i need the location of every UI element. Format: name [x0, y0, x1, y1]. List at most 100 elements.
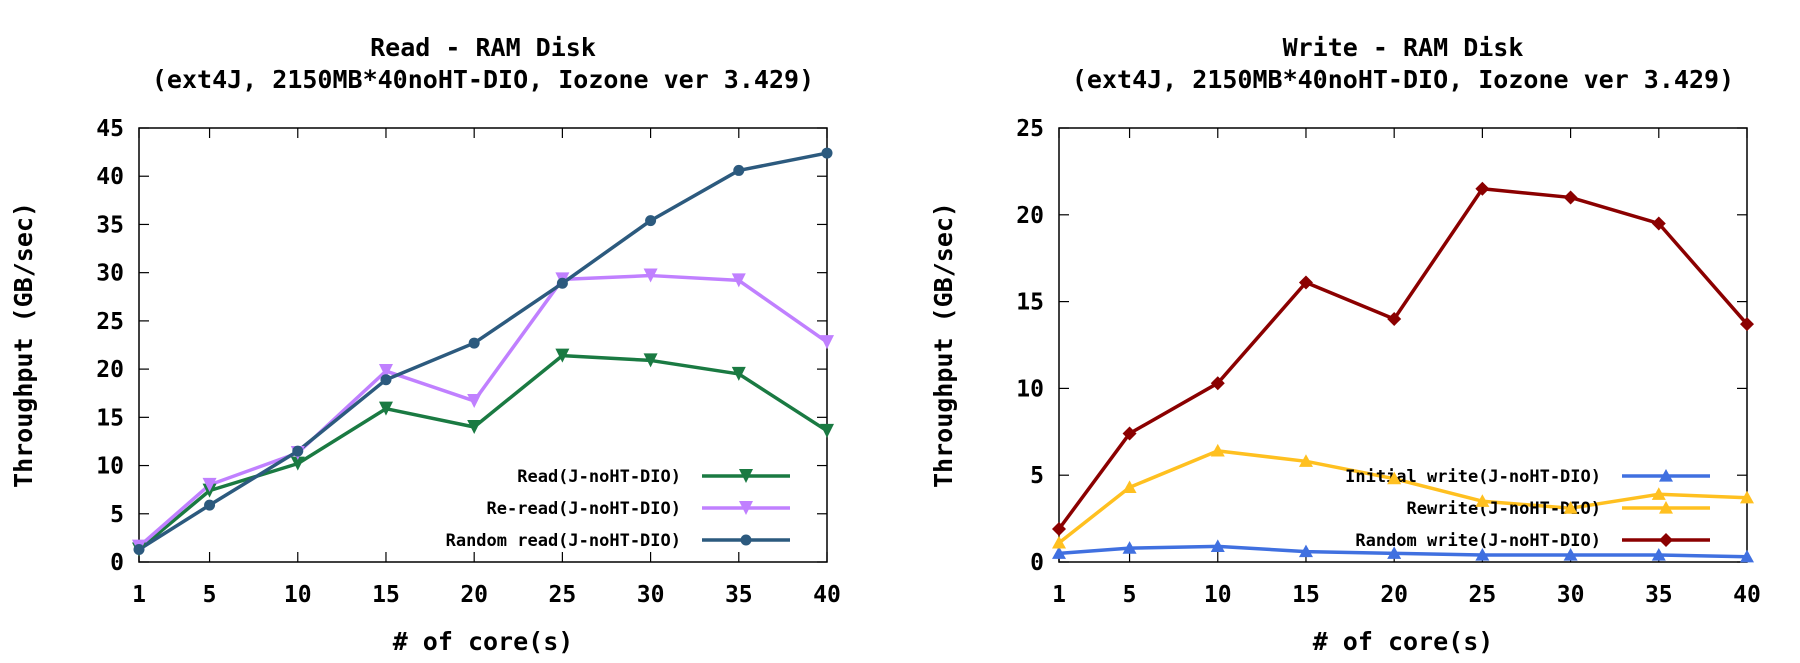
series-line-2	[138, 151, 828, 551]
data-point	[1387, 546, 1402, 559]
data-point	[1298, 544, 1313, 558]
y-tick-label: 20	[96, 357, 124, 383]
data-point	[643, 353, 658, 368]
y-axis-label: Throughput (GB/sec)	[9, 202, 38, 488]
legend-label: Read(J-noHT-DIO)	[517, 467, 681, 487]
data-point	[643, 268, 658, 283]
legend-marker	[1659, 469, 1673, 482]
legend-label: Rewrite(J-noHT-DIO)	[1407, 499, 1601, 519]
data-point	[467, 393, 482, 408]
data-point	[290, 456, 305, 471]
x-tick-label: 35	[1645, 582, 1673, 608]
data-point	[1210, 376, 1225, 391]
plot-frame	[1058, 127, 1748, 563]
x-tick-label: 30	[637, 582, 665, 608]
x-tick-label: 10	[284, 582, 312, 608]
series-line-1	[1057, 449, 1748, 545]
legend-label: Re-read(J-noHT-DIO)	[487, 499, 681, 519]
x-tick-label: 15	[1292, 582, 1320, 608]
chart-title: Write - RAM Disk	[1283, 33, 1524, 62]
legend-label: Random read(J-noHT-DIO)	[446, 531, 681, 551]
chart-title: Read - RAM Disk	[370, 33, 596, 62]
data-point	[733, 164, 745, 176]
series-line-1	[137, 273, 829, 548]
data-point	[555, 348, 570, 363]
y-tick-label: 15	[1016, 290, 1044, 316]
data-point	[731, 273, 746, 288]
x-tick-label: 20	[460, 582, 488, 608]
data-point	[1122, 480, 1137, 493]
data-point	[820, 335, 834, 350]
y-tick-label: 40	[96, 164, 124, 190]
y-tick-label: 5	[1030, 463, 1044, 489]
data-point	[1563, 548, 1578, 561]
y-tick-label: 35	[96, 212, 124, 238]
data-point	[820, 423, 834, 438]
data-point	[378, 364, 393, 379]
legend-marker	[740, 534, 752, 546]
data-point	[821, 147, 833, 159]
x-tick-label: 1	[132, 582, 146, 608]
y-tick-label: 45	[96, 116, 124, 142]
data-point	[1740, 549, 1754, 563]
data-point	[292, 445, 304, 457]
data-point	[1563, 501, 1578, 514]
data-point	[1651, 548, 1666, 561]
data-point	[1740, 317, 1754, 332]
data-point	[1387, 471, 1402, 485]
x-tick-label: 25	[1469, 582, 1497, 608]
x-axis-label: # of core(s)	[393, 627, 574, 656]
data-point	[645, 215, 657, 227]
legend-label: Initial write(J-noHT-DIO)	[1345, 467, 1601, 487]
x-tick-label: 15	[372, 582, 400, 608]
x-tick-label: 5	[203, 582, 217, 608]
y-axis-label: Throughput (GB/sec)	[929, 202, 958, 488]
legend-marker	[1659, 501, 1673, 514]
data-point	[1563, 190, 1578, 205]
x-tick-label: 35	[725, 582, 753, 608]
data-point	[1298, 454, 1313, 467]
data-point	[1210, 539, 1225, 552]
legend-marker	[739, 501, 753, 515]
x-tick-label: 20	[1380, 582, 1408, 608]
data-point	[1475, 494, 1490, 507]
x-tick-label: 30	[1557, 582, 1585, 608]
chart-panel-0: Read - RAM Disk (ext4J, 2150MB*40noHT-DIO…	[9, 33, 841, 656]
x-tick-label: 25	[549, 582, 577, 608]
data-point	[1651, 216, 1666, 231]
y-tick-label: 15	[96, 405, 124, 431]
data-point	[467, 419, 482, 434]
legend-marker	[1659, 533, 1673, 547]
plot-frame	[138, 127, 828, 563]
y-tick-label: 0	[110, 550, 124, 576]
y-tick-label: 0	[1030, 550, 1044, 576]
data-point	[133, 543, 145, 555]
data-point	[1740, 490, 1754, 504]
x-tick-label: 10	[1204, 582, 1232, 608]
data-point	[1298, 275, 1313, 290]
y-tick-label: 20	[1016, 203, 1044, 229]
series-line-0	[137, 353, 828, 551]
data-point	[380, 374, 392, 386]
data-point	[1122, 426, 1137, 441]
data-point	[1122, 541, 1137, 554]
y-tick-label: 10	[1016, 376, 1044, 402]
chart-subtitle: (ext4J, 2150MB*40noHT-DIO, Iozone ver 3.…	[1072, 65, 1734, 94]
x-tick-label: 1	[1052, 582, 1066, 608]
data-point	[1210, 443, 1225, 457]
data-point	[731, 366, 746, 381]
chart-subtitle: (ext4J, 2150MB*40noHT-DIO, Iozone ver 3.…	[152, 65, 814, 94]
data-point	[1387, 311, 1402, 326]
data-point	[378, 401, 393, 416]
y-tick-label: 10	[96, 454, 124, 480]
chart-panel-1: Write - RAM Disk (ext4J, 2150MB*40noHT-DI…	[929, 33, 1761, 656]
y-tick-label: 30	[96, 261, 124, 287]
y-tick-label: 5	[110, 502, 124, 528]
data-point	[1052, 522, 1066, 537]
x-tick-label: 40	[813, 582, 841, 608]
data-point	[1651, 487, 1666, 500]
data-point	[1475, 548, 1490, 561]
x-tick-label: 40	[1733, 582, 1761, 608]
data-point	[204, 499, 216, 511]
